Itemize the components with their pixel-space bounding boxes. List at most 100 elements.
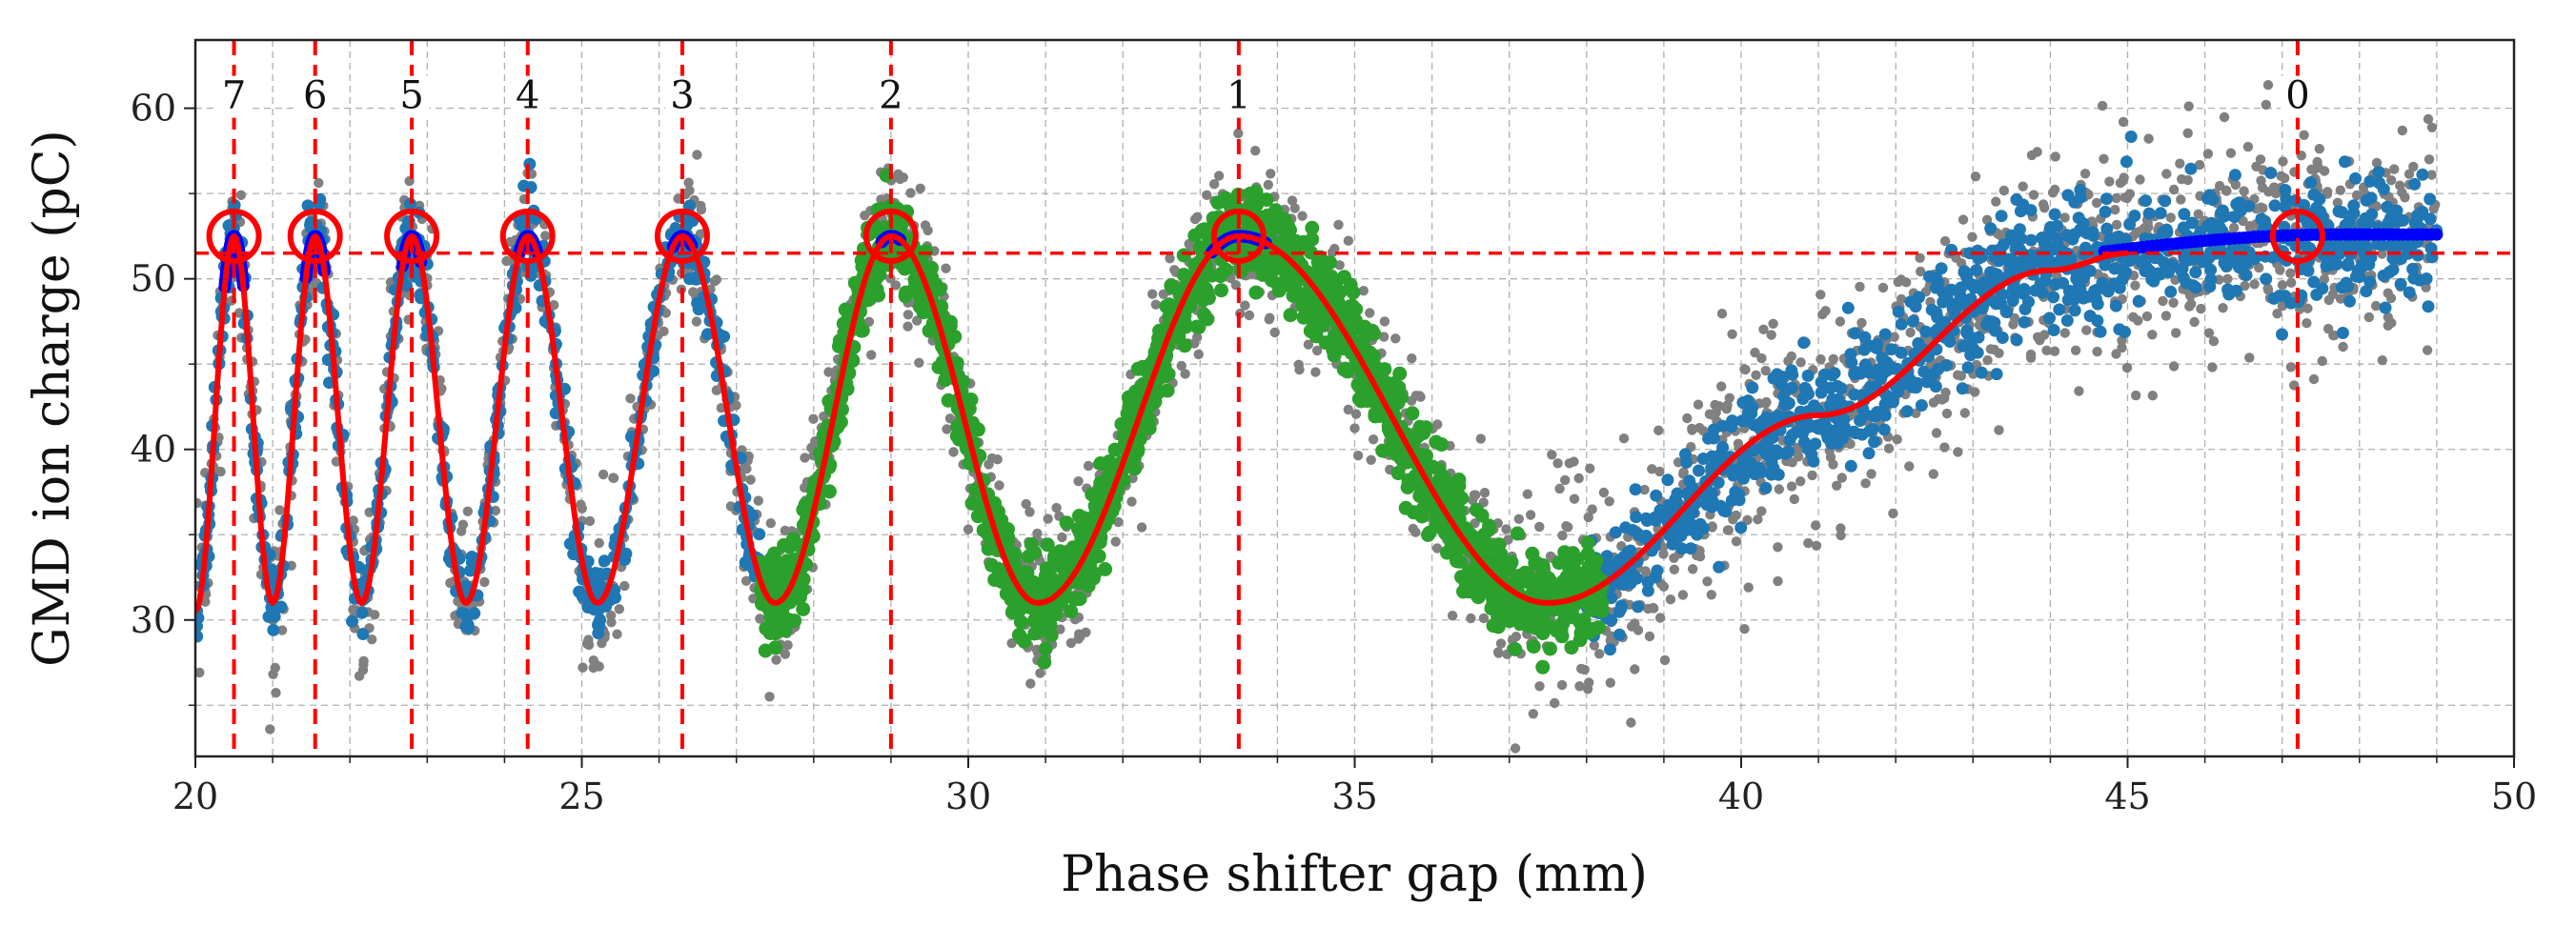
- selected-data-point: [2024, 204, 2038, 217]
- selected-data-point: [1858, 331, 1872, 344]
- selected-data-point: [1970, 264, 1983, 277]
- selected-data-point: [2083, 310, 2097, 323]
- raw-data-point: [1989, 344, 1999, 355]
- raw-data-point: [2158, 295, 2168, 307]
- raw-data-point: [2194, 159, 2205, 171]
- raw-data-point: [1343, 235, 1354, 246]
- raw-data-point: [2309, 164, 2320, 175]
- raw-data-point: [1083, 460, 1094, 472]
- fitted-region-point: [941, 393, 956, 408]
- fitted-region-point: [821, 484, 837, 499]
- raw-data-point: [436, 383, 447, 394]
- selected-data-point: [1837, 413, 1851, 426]
- selected-data-point: [2078, 271, 2091, 284]
- raw-data-point: [1525, 510, 1536, 520]
- selected-data-point: [2099, 205, 2112, 218]
- raw-data-point: [1113, 516, 1124, 528]
- raw-data-point: [1939, 393, 1950, 404]
- raw-data-point: [2385, 292, 2397, 304]
- raw-data-point: [1731, 510, 1741, 521]
- raw-data-point: [1792, 444, 1803, 455]
- raw-data-point: [1758, 324, 1769, 334]
- raw-data-point: [1901, 277, 1912, 288]
- raw-data-point: [709, 276, 720, 287]
- selected-data-point: [2175, 264, 2188, 277]
- fitted-region-point: [1526, 639, 1541, 654]
- raw-data-point: [2118, 116, 2129, 128]
- raw-data-point: [490, 505, 501, 516]
- selected-data-point: [301, 199, 314, 212]
- raw-data-point: [800, 453, 810, 463]
- selected-data-point: [2336, 206, 2348, 219]
- raw-data-point: [1158, 289, 1169, 299]
- raw-data-point: [1534, 681, 1545, 692]
- selected-data-point: [2424, 212, 2437, 226]
- raw-data-point: [2049, 346, 2060, 356]
- selected-data-point: [1613, 628, 1626, 641]
- selected-data-point: [1650, 489, 1663, 502]
- selected-data-point: [1738, 466, 1752, 479]
- raw-data-point: [1722, 525, 1734, 535]
- raw-data-point: [1024, 507, 1035, 517]
- raw-data-point: [2422, 345, 2433, 355]
- selected-data-point: [1990, 368, 2003, 381]
- selected-data-point: [1719, 505, 1733, 518]
- raw-data-point: [2370, 300, 2382, 312]
- raw-data-point: [2338, 341, 2348, 352]
- raw-data-point: [2408, 161, 2419, 172]
- raw-data-point: [1513, 513, 1525, 524]
- raw-data-point: [2269, 182, 2280, 192]
- raw-data-point: [984, 459, 994, 470]
- selected-data-point: [2164, 285, 2178, 298]
- raw-data-point: [1545, 551, 1556, 562]
- raw-data-point: [1431, 543, 1443, 554]
- raw-data-point: [1817, 309, 1828, 320]
- raw-data-point: [1334, 260, 1345, 271]
- selected-data-point: [1878, 397, 1892, 411]
- selected-data-point: [2186, 279, 2200, 292]
- raw-data-point: [1832, 480, 1842, 491]
- selected-data-point: [2054, 253, 2067, 267]
- selected-data-point: [2268, 199, 2282, 212]
- raw-data-point: [1639, 484, 1650, 495]
- selected-data-point: [1988, 267, 2001, 280]
- raw-data-point: [765, 518, 776, 529]
- selected-data-point: [1876, 352, 1889, 365]
- selected-data-point: [2360, 285, 2373, 298]
- raw-data-point: [2203, 328, 2215, 338]
- selected-data-point: [1919, 325, 1933, 338]
- raw-data-point: [1654, 466, 1665, 477]
- raw-data-point: [195, 667, 205, 678]
- selected-data-point: [683, 199, 697, 212]
- raw-data-point: [1032, 528, 1043, 539]
- selected-data-point: [2217, 210, 2230, 223]
- raw-data-point: [1716, 381, 1727, 392]
- raw-data-point: [2214, 180, 2225, 191]
- selected-data-point: [1895, 317, 1908, 331]
- selected-data-point: [1776, 371, 1789, 384]
- raw-data-point: [1208, 179, 1220, 190]
- raw-data-point: [1828, 459, 1838, 470]
- raw-data-point: [2165, 212, 2176, 223]
- selected-data-point: [1680, 455, 1694, 469]
- raw-data-point: [1569, 456, 1579, 467]
- raw-data-point: [1269, 327, 1280, 338]
- selected-data-point: [1878, 409, 1892, 422]
- selected-data-point: [2322, 252, 2336, 266]
- selected-data-point: [1604, 643, 1616, 656]
- raw-data-point: [1233, 128, 1244, 139]
- fitted-region-point: [798, 497, 813, 513]
- selected-data-point: [2383, 239, 2397, 252]
- raw-data-point: [2363, 312, 2374, 323]
- raw-data-point: [2258, 203, 2268, 213]
- raw-data-point: [2189, 316, 2200, 328]
- fitted-region-point: [845, 353, 861, 368]
- selected-data-point: [2100, 222, 2114, 235]
- raw-data-point: [1644, 631, 1655, 642]
- selected-data-point: [1937, 295, 1950, 309]
- raw-data-point: [1589, 640, 1600, 651]
- selected-data-point: [1671, 487, 1684, 500]
- raw-data-point: [1905, 327, 1916, 338]
- raw-data-point: [357, 665, 369, 675]
- raw-data-point: [1687, 425, 1697, 435]
